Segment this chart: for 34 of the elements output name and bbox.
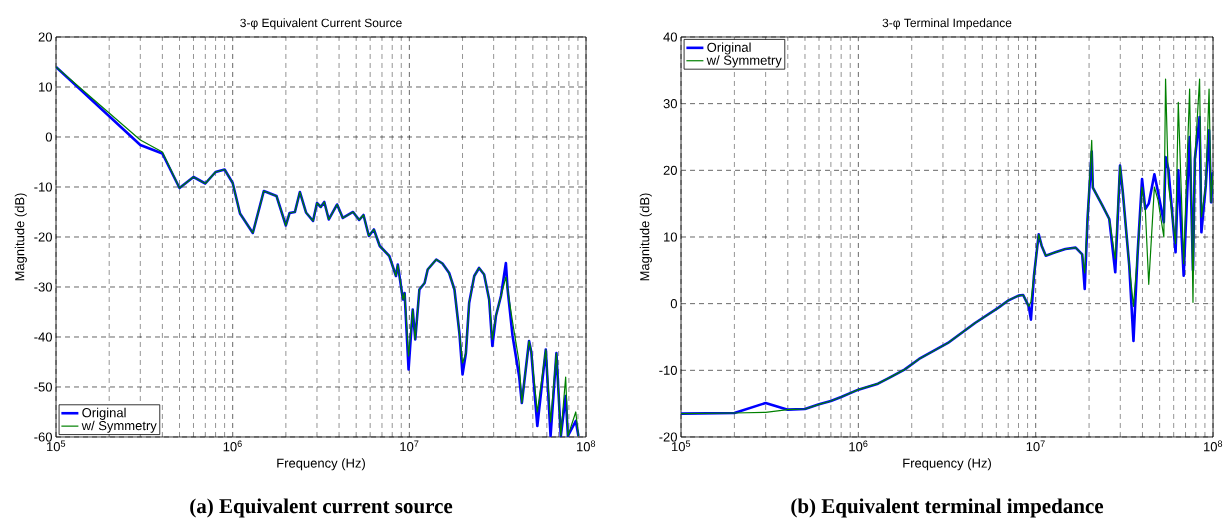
y-tick-label: -10: [34, 182, 52, 192]
y-tick-label: -40: [34, 332, 52, 342]
x-tick-label: 10$^{8}$: [577, 440, 596, 452]
chart-title: 3-φ Terminal Impedance: [882, 18, 1012, 30]
legend-label: w/ Symmetry: [81, 420, 157, 433]
chart-title: 3-φ Equivalent Current Source: [240, 18, 402, 30]
legend-label: w/ Symmetry: [706, 55, 782, 68]
y-tick-label: 0: [670, 299, 677, 309]
x-axis-title: Frequency (Hz): [903, 458, 991, 471]
y-tick-label: -20: [659, 432, 677, 442]
text: (a) Equivalent current source: [190, 498, 453, 518]
y-tick-label: 0: [45, 132, 52, 142]
x-axis-title: Frequency (Hz): [277, 458, 365, 471]
x-tick-label: 10$^{8}$: [1204, 440, 1223, 452]
legend-label: Original: [82, 407, 126, 420]
y-tick-label: 10: [39, 82, 52, 92]
y-tick-label: -10: [659, 365, 677, 375]
y-tick-label: 20: [38, 32, 52, 42]
y-tick-label: -60: [34, 432, 52, 442]
y-axis-title: Magnitude (dB): [639, 193, 652, 281]
x-tick-label: 10$^{7}$: [1026, 440, 1045, 452]
y-tick-label: -20: [34, 232, 52, 242]
y-tick-label: 10: [664, 232, 677, 242]
legend-label: Original: [707, 42, 751, 55]
x-tick-label: 10$^{6}$: [849, 440, 868, 452]
y-tick-label: 30: [663, 99, 677, 109]
x-tick-label: 10$^{6}$: [223, 440, 242, 452]
y-tick-label: 40: [663, 32, 677, 42]
text: (b) Equivalent terminal impedance: [791, 498, 1104, 518]
y-tick-label: -30: [34, 282, 52, 292]
y-tick-label: 20: [663, 165, 677, 175]
y-tick-label: -50: [34, 382, 52, 392]
y-axis-title: Magnitude (dB): [14, 193, 27, 281]
x-tick-label: 10$^{7}$: [400, 440, 419, 452]
